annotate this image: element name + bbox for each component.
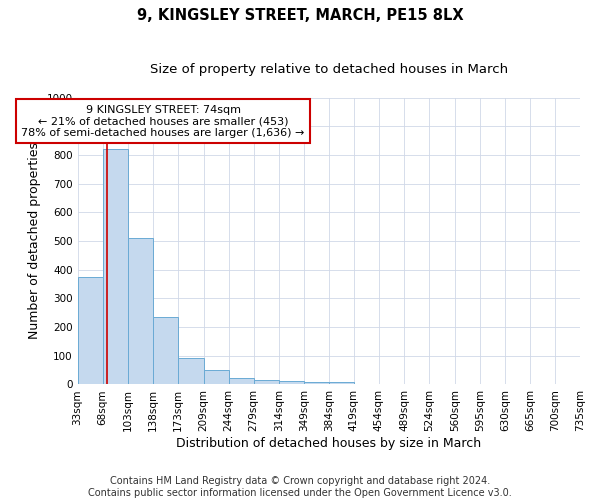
- Text: Contains HM Land Registry data © Crown copyright and database right 2024.
Contai: Contains HM Land Registry data © Crown c…: [88, 476, 512, 498]
- Bar: [153, 317, 178, 384]
- Bar: [229, 378, 254, 384]
- Bar: [103, 149, 128, 384]
- Bar: [254, 380, 279, 384]
- Bar: [203, 370, 229, 384]
- Bar: [77, 277, 103, 384]
- Y-axis label: Number of detached properties: Number of detached properties: [28, 142, 41, 340]
- Title: Size of property relative to detached houses in March: Size of property relative to detached ho…: [150, 62, 508, 76]
- Bar: [304, 382, 329, 384]
- Bar: [178, 358, 203, 384]
- Text: 9 KINGSLEY STREET: 74sqm
← 21% of detached houses are smaller (453)
78% of semi-: 9 KINGSLEY STREET: 74sqm ← 21% of detach…: [22, 104, 305, 138]
- Text: 9, KINGSLEY STREET, MARCH, PE15 8LX: 9, KINGSLEY STREET, MARCH, PE15 8LX: [137, 8, 463, 22]
- Bar: [128, 238, 153, 384]
- X-axis label: Distribution of detached houses by size in March: Distribution of detached houses by size …: [176, 437, 481, 450]
- Bar: [329, 382, 354, 384]
- Bar: [279, 380, 304, 384]
